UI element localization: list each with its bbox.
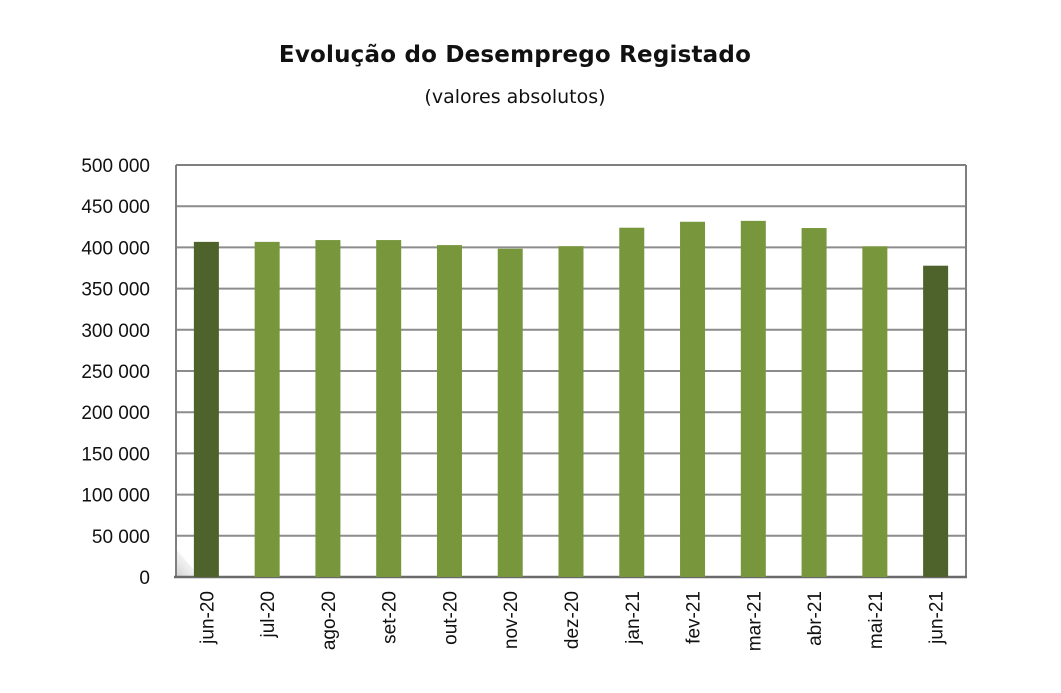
bar-jan-21: [619, 227, 645, 577]
y-tick-label: 400 000: [81, 238, 150, 259]
x-tick-label: out-20: [440, 591, 461, 645]
bar-set-20: [376, 240, 402, 577]
x-tick-label: mai-21: [866, 591, 887, 649]
x-tick-label: jun-20: [197, 591, 218, 645]
y-tick-label: 50 000: [92, 527, 150, 548]
bar-dez-20: [558, 246, 584, 577]
x-tick-label: jan-21: [623, 591, 644, 645]
y-tick-label: 100 000: [81, 486, 150, 507]
y-tick-label: 500 000: [81, 156, 150, 177]
x-tick-label: nov-20: [501, 591, 522, 649]
y-tick-label: 350 000: [81, 280, 150, 301]
y-tick-label: 200 000: [81, 403, 150, 424]
bar-jun-20: [193, 241, 219, 577]
bars: [193, 220, 949, 578]
bar-jul-20: [254, 241, 280, 577]
y-axis-tick-labels: 0 50 000 100 000 150 000 200 000 250 000 300 0…: [81, 156, 150, 589]
chart-title: Evolução do Desemprego Registado: [278, 42, 752, 68]
x-tick-label: mar-21: [744, 591, 765, 651]
bar-out-20: [436, 245, 462, 577]
bar-abr-21: [801, 228, 827, 577]
bar-fev-21: [680, 221, 706, 577]
x-tick-label: dez-20: [562, 591, 583, 649]
y-tick-label: 250 000: [81, 362, 150, 383]
y-tick-label: 300 000: [81, 321, 150, 342]
bar-mai-21: [862, 246, 888, 577]
x-tick-label: jul-20: [258, 591, 279, 638]
bar-mar-21: [740, 220, 766, 578]
bar-jun-21: [923, 265, 949, 577]
y-tick-label: 450 000: [81, 197, 150, 218]
y-tick-label: 0: [139, 568, 150, 589]
bar-nov-20: [497, 248, 523, 578]
y-tick-label: 150 000: [81, 444, 150, 465]
chart-subtitle: (valores absolutos): [424, 86, 606, 108]
x-tick-label: ago-20: [319, 591, 340, 650]
x-tick-label: jun-21: [927, 591, 948, 645]
x-tick-label: fev-21: [684, 591, 705, 644]
x-tick-label: set-20: [380, 591, 401, 644]
x-tick-label: abr-21: [805, 591, 826, 646]
bar-ago-20: [315, 240, 341, 577]
x-axis-tick-labels: jun-20 jul-20 ago-20 set-20 out-20 nov-20 dez-…: [197, 591, 947, 651]
